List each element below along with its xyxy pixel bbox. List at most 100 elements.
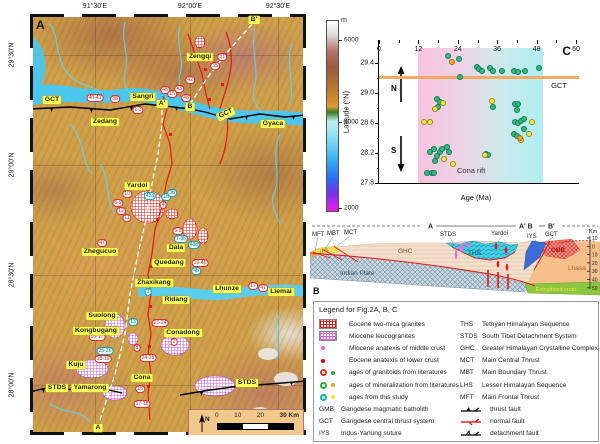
legend-item: thrust fault — [460, 403, 596, 415]
data-point — [445, 149, 452, 156]
place-label[interactable]: B' — [248, 16, 260, 24]
sample-marker[interactable]: 17 — [248, 282, 258, 290]
sample-marker[interactable]: 13 — [128, 318, 138, 326]
river-west — [30, 34, 46, 100]
place-label[interactable]: Zhaxikang — [135, 279, 173, 287]
place-label[interactable]: STDS — [45, 384, 69, 392]
sample-marker[interactable]: 48 — [181, 94, 191, 102]
sample-marker[interactable]: 11 — [122, 214, 132, 222]
place-label[interactable]: Kuju — [66, 361, 86, 369]
place-label[interactable]: Conadong — [164, 329, 202, 337]
sample-marker[interactable]: 40-41 — [86, 94, 104, 102]
sample-marker[interactable]: 25-26 — [96, 347, 114, 355]
graticule-line — [30, 55, 306, 56]
place-label[interactable]: Ridang — [162, 296, 190, 304]
sample-marker[interactable]: 18 — [135, 385, 145, 393]
sample-marker[interactable]: 8 — [133, 344, 141, 352]
sample-marker[interactable]: 19-46 — [191, 259, 209, 267]
legend-item: ages of mineralization from literatures — [319, 379, 459, 391]
sample-marker[interactable]: 17-18 — [133, 400, 151, 408]
sample-marker[interactable]: 23-24 — [151, 319, 169, 327]
place-label[interactable]: Liemai — [268, 288, 294, 296]
place-label[interactable]: STDS — [235, 379, 259, 387]
svg-text:MCT: MCT — [344, 230, 357, 236]
legend-text: Gangdese magmatic batholith — [341, 405, 429, 413]
sample-marker[interactable]: 15 — [167, 90, 177, 98]
sample-marker[interactable]: 43a — [143, 192, 157, 200]
place-label[interactable]: GCT — [42, 96, 62, 104]
sample-marker[interactable]: 2 — [170, 338, 178, 346]
legend-item: Eocene two-mica granites — [319, 318, 457, 330]
svg-text:A: A — [428, 224, 433, 231]
sample-marker[interactable]: 41 — [258, 284, 268, 292]
data-point — [441, 156, 447, 162]
place-label[interactable]: A — [93, 424, 103, 432]
map-panel[interactable]: A GCT Sangri A' B Zengqi B' Zedang GCT Gyaca Yard… — [30, 14, 306, 435]
place-label[interactable]: Cona — [131, 374, 153, 382]
sample-marker[interactable]: 24-25 — [139, 354, 157, 362]
legend-text: Eocene two-mica granites — [349, 320, 425, 328]
sample-marker[interactable]: 18-19 — [94, 355, 112, 363]
legend-item: LHS Lesser Himalayan Sequence — [460, 379, 596, 391]
legend-abbr: MBT — [460, 369, 474, 377]
place-label[interactable]: Zengqi — [186, 53, 214, 61]
legend-symbol-fault-thrust — [460, 405, 490, 414]
place-label[interactable]: Gyaca — [260, 120, 286, 128]
sample-marker[interactable]: 4b — [191, 267, 201, 275]
svg-text:MBT: MBT — [327, 231, 340, 237]
sample-marker[interactable]: 1-3 — [132, 106, 144, 114]
sample-marker[interactable]: 42 — [185, 76, 195, 84]
label-pointers — [314, 235, 554, 252]
sample-marker[interactable]: 31 — [217, 53, 227, 61]
y-tick-label: 27.8 — [360, 179, 374, 187]
place-label[interactable]: Sangri — [130, 93, 156, 101]
graticule-line — [30, 165, 306, 166]
y-tick-label: 29.0 — [360, 89, 374, 97]
legend-item: normal fault — [460, 416, 596, 428]
place-label[interactable]: Zhegucuo — [81, 248, 119, 256]
sample-marker[interactable]: 47 — [97, 239, 107, 247]
sample-marker[interactable]: 12 — [116, 207, 126, 215]
sample-marker[interactable]: 4 — [159, 201, 167, 209]
legend-right-column: THS Tethyan Himalayan Sequence STDS South T… — [460, 318, 598, 440]
sample-marker[interactable]: 43b — [187, 241, 201, 249]
south-direction-label: S — [391, 146, 397, 155]
data-point — [535, 65, 542, 72]
place-label[interactable]: Quedang — [152, 259, 186, 267]
legend-item: MFT Main Frontal Thrust — [460, 391, 596, 403]
map-frame-bottom — [30, 432, 306, 435]
place-label[interactable]: Suolong — [86, 312, 118, 320]
sample-marker[interactable]: 3b — [167, 189, 177, 197]
legend-text: normal fault — [490, 418, 525, 426]
legend-abbr: GHC — [460, 344, 475, 352]
sample-marker[interactable]: 5-8 — [172, 227, 184, 235]
place-label[interactable]: Lhunze — [213, 285, 241, 293]
place-label[interactable]: Yardoi — [124, 182, 150, 190]
sample-marker[interactable]: 3 — [144, 288, 152, 296]
sample-marker[interactable]: 38 — [110, 95, 120, 103]
scatter-plot[interactable]: C GCT Cona rift N S 0 12 24 36 48 60 27.8 28.2 2… — [360, 40, 580, 187]
place-label[interactable]: Kongbugang — [73, 327, 119, 335]
sample-marker[interactable]: 35 — [210, 62, 220, 70]
graticule-line — [95, 14, 96, 435]
legend-abbr: STDS — [460, 332, 478, 340]
data-point — [456, 55, 463, 62]
data-point — [490, 67, 497, 74]
panel-c-label: C — [562, 44, 571, 58]
place-label[interactable]: B — [185, 103, 195, 111]
place-label[interactable]: Dala — [166, 244, 186, 252]
sample-marker[interactable]: 1b — [161, 193, 171, 201]
legend-symbol-hatch-red — [319, 319, 349, 330]
sample-marker[interactable]: 6-9 — [112, 199, 124, 207]
sample-marker[interactable]: 10 — [122, 190, 132, 198]
place-label[interactable]: Yamarong — [71, 384, 109, 392]
scalebar-bar — [217, 423, 294, 430]
sample-marker[interactable]: 43 — [174, 85, 184, 93]
legend-abbr: MFT — [460, 393, 474, 401]
place-label[interactable]: A' — [156, 100, 168, 108]
sample-marker[interactable]: 7-9b — [173, 235, 189, 243]
panel-a-label: A — [36, 18, 45, 32]
data-point — [420, 119, 427, 126]
legend-symbol-fault-detach — [460, 429, 490, 438]
place-label[interactable]: Zedang — [90, 118, 120, 126]
